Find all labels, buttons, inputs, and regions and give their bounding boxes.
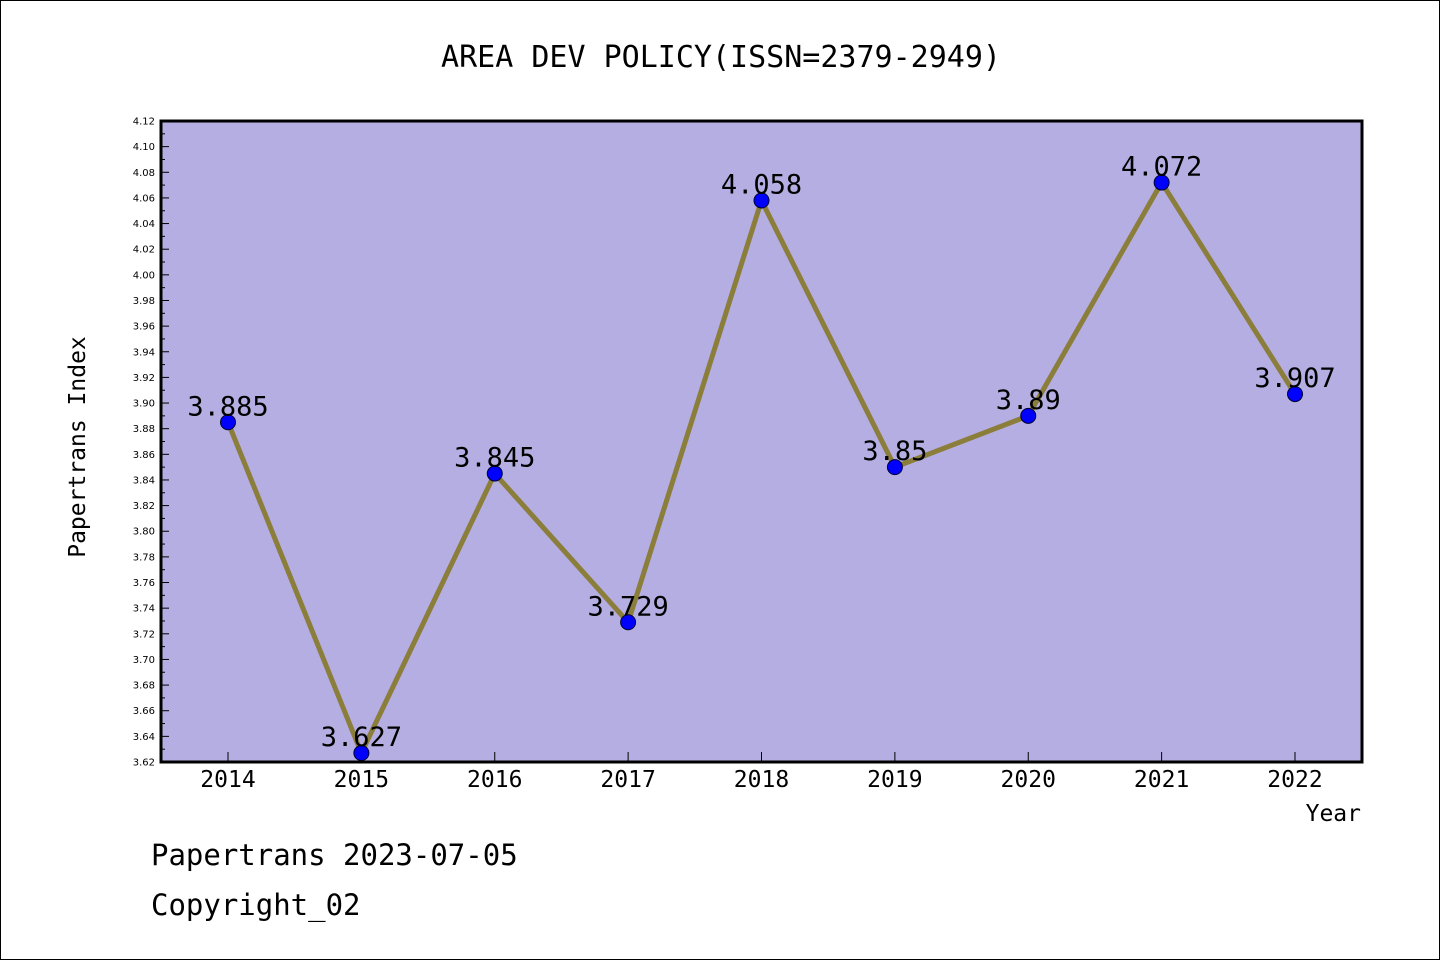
y-tick-label: 3.98 — [133, 296, 155, 307]
y-tick-label: 3.62 — [133, 758, 155, 769]
y-tick-label: 3.66 — [133, 706, 155, 717]
y-axis-label: Papertrans Index — [65, 336, 91, 558]
x-tick-label: 2014 — [200, 767, 255, 793]
x-tick-label: 2022 — [1267, 767, 1322, 793]
data-label: 3.885 — [187, 391, 268, 422]
plot-border — [159, 119, 1364, 764]
data-point — [753, 192, 770, 209]
data-label: 4.058 — [721, 169, 802, 200]
data-label: 3.729 — [587, 591, 668, 622]
data-label: 3.907 — [1254, 363, 1335, 394]
data-label: 3.627 — [321, 722, 402, 753]
x-tick-label: 2016 — [467, 767, 522, 793]
y-tick-label: 3.90 — [133, 399, 155, 410]
y-tick-label: 3.96 — [133, 322, 155, 333]
y-tick-label: 3.76 — [133, 578, 155, 589]
y-tick-label: 4.02 — [133, 245, 155, 256]
data-label: 3.845 — [454, 443, 535, 474]
y-tick-label: 4.04 — [133, 219, 155, 230]
y-tick-label: 3.82 — [133, 501, 155, 512]
data-point — [1287, 386, 1303, 403]
y-tick-label: 4.10 — [133, 142, 155, 153]
footer-copyright: Copyright_02 — [151, 888, 361, 923]
x-tick-label: 2015 — [334, 767, 389, 793]
y-tick-label: 3.68 — [133, 681, 155, 692]
y-tick-label: 3.86 — [133, 450, 155, 461]
data-point — [1020, 407, 1037, 424]
y-tick-label: 3.78 — [133, 552, 155, 563]
chart-title: AREA DEV POLICY(ISSN=2379-2949) — [441, 40, 1001, 75]
series-points — [220, 174, 1303, 762]
data-point — [1153, 174, 1170, 191]
data-point — [620, 614, 637, 631]
y-tick-label: 3.70 — [133, 655, 155, 666]
x-tick-label: 2020 — [1001, 767, 1056, 793]
data-labels: 3.885 3.627 3.845 3.729 4.058 3.85 3.89 4.072 3.… — [187, 152, 1335, 753]
y-tick-label: 4.00 — [133, 270, 155, 281]
x-axis-label: Year — [1306, 801, 1361, 827]
y-tick-label: 4.08 — [133, 168, 155, 179]
x-tick-label: 2018 — [734, 767, 789, 793]
y-tick-label: 3.84 — [133, 475, 155, 486]
y-tick-label: 3.74 — [133, 604, 155, 615]
y-tick-label: 4.06 — [133, 193, 155, 204]
data-point — [486, 465, 503, 482]
data-point — [220, 414, 236, 431]
y-tick-label: 3.94 — [133, 347, 155, 358]
y-tick-label: 3.88 — [133, 424, 155, 435]
x-tick-label: 2017 — [600, 767, 655, 793]
footer-date: Papertrans 2023-07-05 — [151, 838, 518, 872]
data-point — [886, 459, 903, 476]
x-axis-ticks: 2014 2015 2016 2017 2018 2019 2020 2021 2022 — [200, 752, 1323, 793]
x-tick-label: 2021 — [1134, 767, 1189, 793]
y-tick-label: 3.92 — [133, 373, 155, 384]
plot-area — [161, 121, 1362, 762]
y-tick-label: 3.80 — [133, 527, 155, 538]
data-label: 3.85 — [862, 436, 927, 467]
data-label: 4.072 — [1121, 152, 1202, 183]
data-label: 3.89 — [996, 385, 1061, 416]
y-tick-label: 3.72 — [133, 629, 155, 640]
y-tick-label: 3.64 — [133, 732, 155, 743]
x-tick-label: 2019 — [867, 767, 922, 793]
y-tick-label: 4.12 — [133, 117, 155, 128]
